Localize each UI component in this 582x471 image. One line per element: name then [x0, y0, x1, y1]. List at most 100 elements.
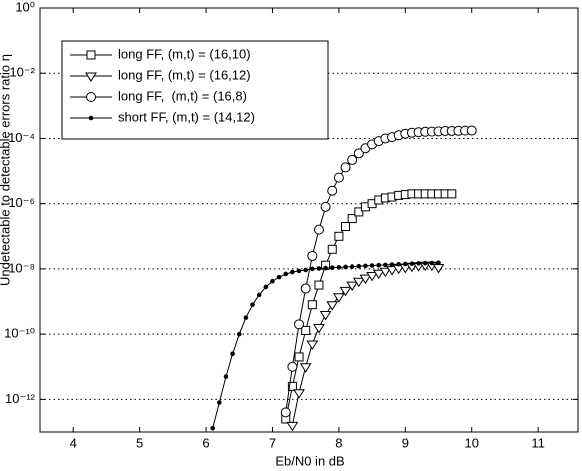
marker: [283, 271, 289, 277]
marker: [341, 221, 351, 231]
marker: [379, 267, 392, 278]
marker: [354, 207, 364, 217]
marker: [307, 300, 317, 310]
marker: [329, 265, 335, 271]
marker: [217, 400, 222, 405]
marker: [306, 340, 319, 350]
marker: [280, 407, 291, 418]
series: [286, 261, 445, 432]
marker: [396, 261, 401, 267]
legend-label: long FF, (m,t) = (16,12): [118, 67, 251, 82]
marker: [290, 269, 295, 275]
series: [210, 260, 441, 431]
y-tick-label: 10⁻¹²: [5, 391, 36, 406]
x-tick-label: 7: [269, 435, 276, 450]
marker: [353, 148, 364, 159]
marker: [323, 265, 328, 271]
marker: [263, 284, 269, 290]
marker: [86, 92, 96, 102]
marker: [250, 302, 255, 307]
marker: [300, 283, 311, 294]
legend-label: short FF, (m,t) = (14,12): [118, 109, 255, 124]
marker: [369, 263, 375, 268]
legend: long FF, (m,t) = (16,10) long FF, (m,t) =…: [61, 40, 329, 140]
marker: [310, 266, 315, 272]
marker: [296, 268, 302, 274]
x-axis-label: Eb/N0 in dB: [275, 453, 344, 468]
y-tick-label: 10⁰: [15, 0, 35, 14]
marker: [349, 264, 355, 269]
marker: [347, 214, 357, 224]
marker: [88, 115, 94, 121]
marker: [372, 269, 385, 280]
y-tick-label: 10⁻⁴: [8, 130, 35, 145]
marker: [366, 271, 379, 282]
y-axis-label: Undetectable to detectable errors ratio …: [0, 54, 12, 286]
marker: [409, 261, 415, 266]
marker: [343, 264, 348, 270]
x-tick-label: 8: [335, 435, 342, 450]
marker: [340, 162, 351, 173]
marker: [316, 266, 322, 271]
legend-box: [61, 40, 329, 140]
marker: [356, 263, 362, 269]
x-tick-label: 6: [202, 435, 209, 450]
marker: [383, 262, 388, 268]
marker: [333, 172, 344, 183]
marker: [327, 244, 337, 254]
marker: [334, 231, 344, 241]
marker: [256, 292, 262, 298]
marker: [376, 262, 382, 268]
marker: [270, 278, 275, 284]
marker: [294, 319, 305, 330]
marker: [313, 224, 324, 235]
x-tick-label: 4: [70, 435, 77, 450]
marker: [299, 363, 312, 373]
x-tick-label: 5: [136, 435, 143, 450]
x-tick-label: 11: [531, 435, 545, 450]
marker: [314, 280, 324, 290]
legend-label: long FF, (m,t) = (16,8): [118, 88, 247, 103]
marker: [416, 261, 421, 266]
marker: [86, 50, 96, 60]
marker: [336, 265, 342, 270]
marker: [85, 72, 97, 82]
marker: [223, 374, 229, 379]
marker: [230, 351, 235, 357]
x-tick-label: 10: [464, 435, 478, 450]
marker: [447, 189, 457, 199]
marker: [303, 267, 308, 273]
marker: [319, 311, 332, 321]
series: [281, 189, 457, 424]
marker: [287, 361, 298, 372]
marker: [347, 154, 358, 165]
marker: [243, 315, 249, 320]
marker: [466, 125, 477, 136]
marker: [287, 381, 297, 391]
marker: [294, 352, 304, 362]
marker: [389, 262, 395, 267]
marker: [313, 323, 325, 334]
marker: [346, 281, 359, 292]
marker: [293, 389, 305, 399]
y-tick-label: 10⁻⁶: [8, 195, 35, 210]
marker: [307, 250, 318, 261]
marker: [320, 201, 331, 212]
marker: [301, 325, 311, 335]
x-tick-label: 9: [402, 435, 409, 450]
marker: [286, 421, 299, 432]
marker: [326, 301, 339, 311]
marker: [276, 274, 282, 280]
marker: [327, 185, 338, 196]
marker: [236, 331, 242, 337]
marker: [210, 425, 215, 431]
series: [280, 125, 477, 418]
marker: [429, 260, 435, 266]
y-tick-label: 10⁻¹⁰: [4, 326, 35, 341]
marker: [422, 260, 428, 266]
marker: [352, 277, 365, 288]
marker: [363, 263, 368, 269]
y-tick-label: 10⁻⁸: [8, 260, 35, 275]
marker: [403, 261, 408, 267]
